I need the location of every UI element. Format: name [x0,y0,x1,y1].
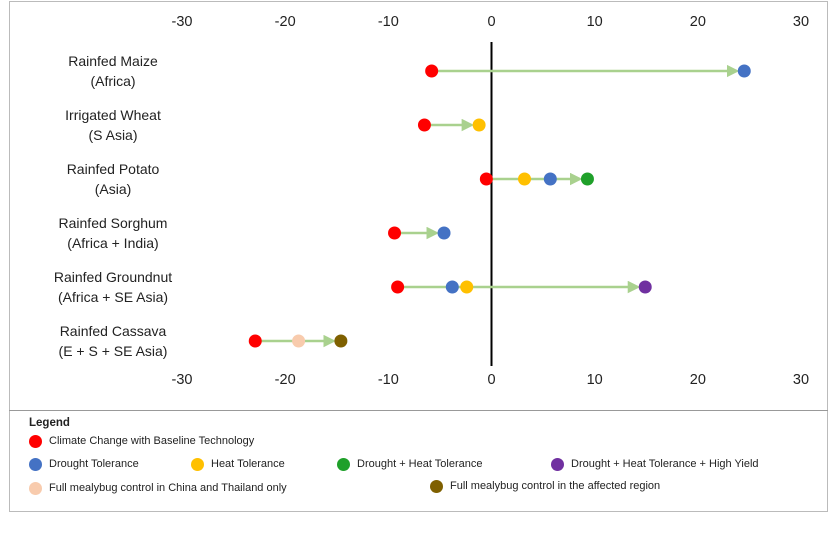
category-label-line1: Rainfed Groundnut [54,269,172,285]
legend-swatch-mealybug_full [430,479,443,493]
legend-label: Climate Change with Baseline Technology [49,435,255,447]
point-baseline [479,172,493,186]
bottom-axis-ticks: -30 -20 -10 0 10 20 30 [172,372,810,388]
point-drought [543,172,557,186]
legend-item-drought_heat: Drought + Heat Tolerance [337,456,482,472]
top-tick-label: -20 [275,14,296,30]
legend-box: Legend Climate Change with Baseline Tech… [9,410,828,512]
legend-swatch-drought_heat [337,457,350,471]
legend-swatch-dht_yield [551,457,564,471]
point-heat [518,172,532,186]
top-tick-label: 0 [487,14,495,30]
category-label-line1: Irrigated Wheat [65,107,161,123]
point-baseline [425,64,439,78]
point-dht_yield [638,280,652,294]
legend-label: Full mealybug control in the affected re… [450,480,661,492]
legend-label: Drought + Heat Tolerance + High Yield [571,458,759,470]
bottom-tick-label: 10 [587,372,603,388]
legend-title: Legend [29,417,70,429]
data-points [248,64,751,348]
legend-item-drought: Drought Tolerance [29,456,139,472]
point-baseline [388,226,402,240]
category-label-line2: (Africa + India) [67,235,158,251]
top-tick-label: 30 [793,14,809,30]
legend-item-mealybug_full: Full mealybug control in the affected re… [430,478,660,494]
legend-label: Drought Tolerance [49,458,139,470]
category-label-line2: (Asia) [95,181,132,197]
point-drought_heat [580,172,594,186]
point-drought [437,226,451,240]
legend-item-dht_yield: Drought + Heat Tolerance + High Yield [551,456,759,472]
point-heat [460,280,474,294]
category-label-line2: (E + S + SE Asia) [59,343,168,359]
top-tick-label: -10 [378,14,399,30]
top-tick-label: 20 [690,14,706,30]
change-arrows [255,64,740,348]
category-label-line1: Rainfed Cassava [60,323,167,339]
bottom-tick-label: -10 [378,372,399,388]
top-axis-ticks: -30 -20 -10 0 10 20 30 [172,14,810,30]
point-drought [737,64,751,78]
legend-item-baseline: Climate Change with Baseline Technology [29,433,254,449]
chart-frame [9,1,828,512]
bottom-tick-label: 20 [690,372,706,388]
point-drought [445,280,459,294]
legend-swatch-mealybug_china_thai [29,481,42,495]
category-label-line2: (S Asia) [88,127,137,143]
top-tick-label: -30 [172,14,193,30]
legend-swatch-heat [191,457,204,471]
legend-label: Heat Tolerance [211,458,285,470]
legend-label: Drought + Heat Tolerance [357,458,483,470]
point-baseline [417,118,431,132]
dumbbell-chart: -30 -20 -10 0 10 20 30 -30 -20 -10 0 10 20 30 Rainfe… [54,14,810,388]
legend-swatch-baseline [29,434,42,448]
category-label-line2: (Africa) [90,73,135,89]
bottom-tick-label: 30 [793,372,809,388]
category-label-line1: Rainfed Potato [67,161,160,177]
category-label-line1: Rainfed Sorghum [59,215,168,231]
bottom-tick-label: -30 [172,372,193,388]
top-tick-label: 10 [587,14,603,30]
category-labels: Rainfed Maize (Africa) Irrigated Wheat (S A… [54,53,172,359]
point-mealybug_full [334,334,348,348]
bottom-tick-label: 0 [487,372,495,388]
legend-item-mealybug_china_thai: Full mealybug control in China and Thail… [29,480,287,496]
category-label-line2: (Africa + SE Asia) [58,289,168,305]
point-mealybug_china_thai [292,334,306,348]
bottom-tick-label: -20 [275,372,296,388]
category-label-line1: Rainfed Maize [68,53,158,69]
point-heat [472,118,486,132]
legend-item-heat: Heat Tolerance [191,456,285,472]
point-baseline [248,334,262,348]
point-baseline [391,280,405,294]
legend-swatch-drought [29,457,42,471]
legend-label: Full mealybug control in China and Thail… [49,482,287,494]
